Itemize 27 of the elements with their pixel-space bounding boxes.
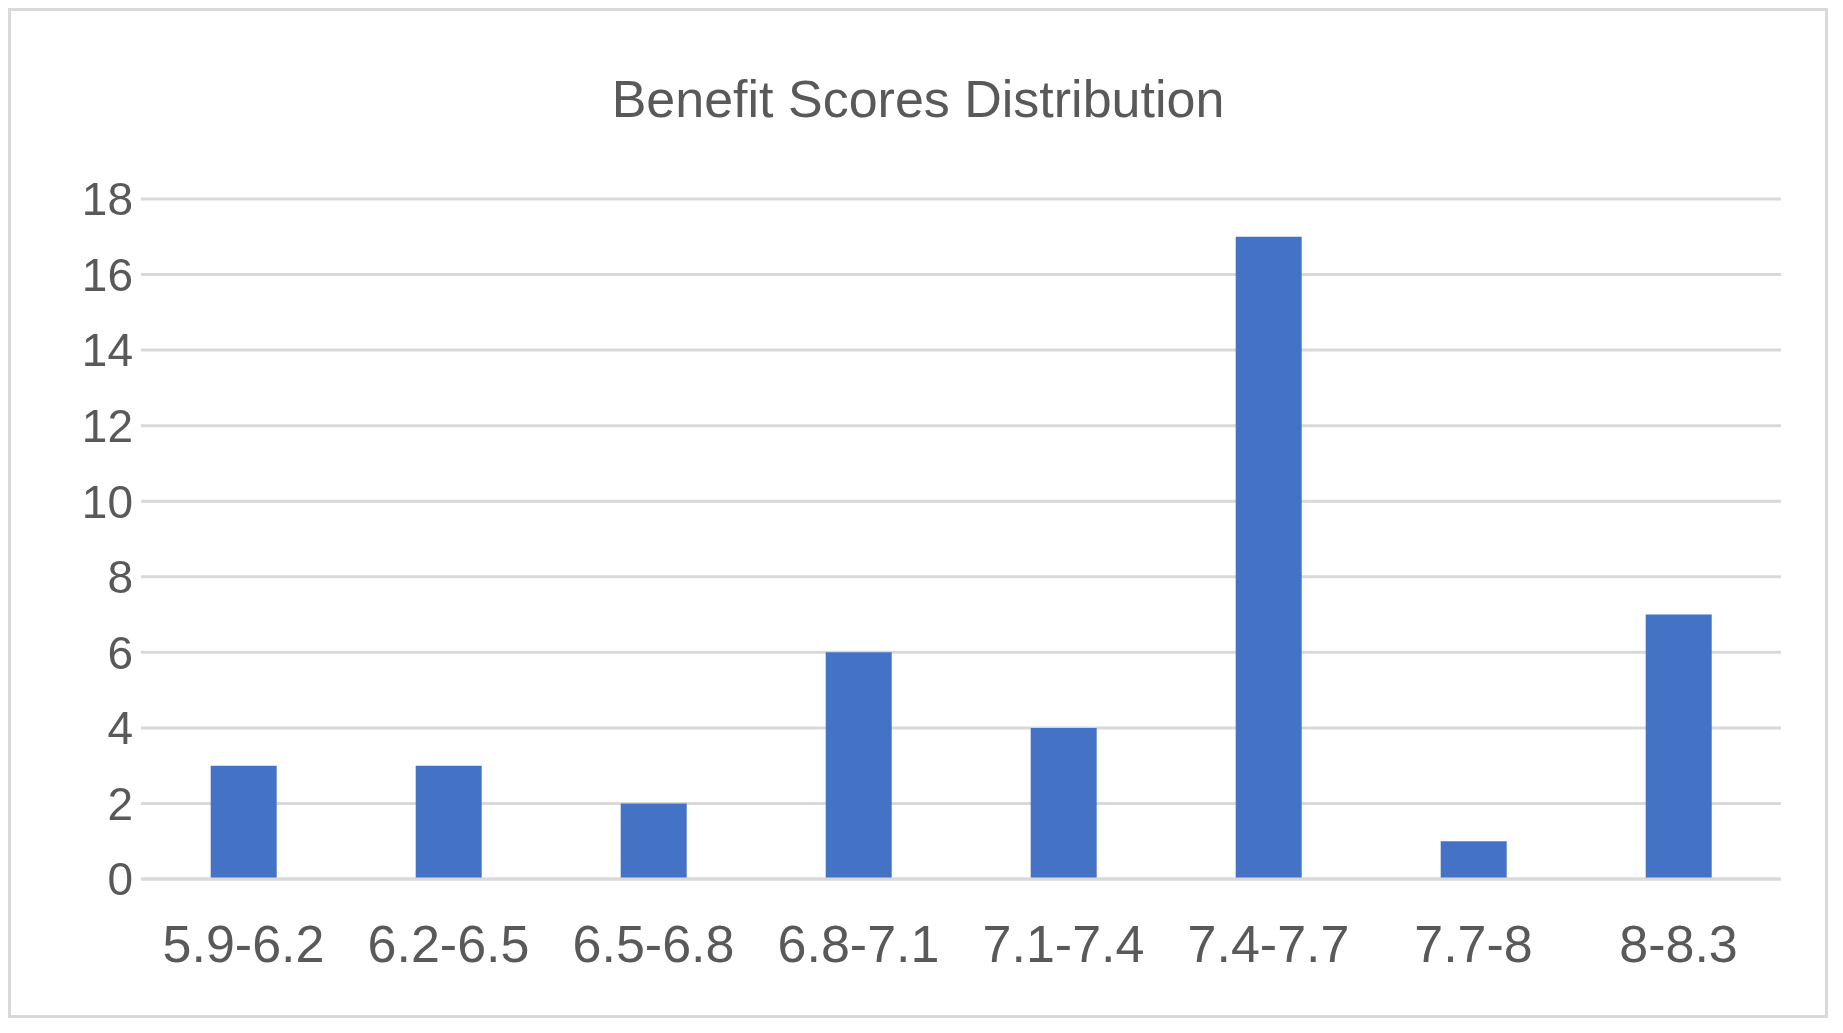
- y-tick-label: 0: [107, 853, 133, 906]
- bar: [1645, 614, 1712, 879]
- x-tick-label: 6.2-6.5: [367, 914, 530, 973]
- x-tick-label: 7.4-7.7: [1187, 914, 1350, 973]
- y-tick-label: 16: [81, 248, 133, 301]
- bar: [1440, 841, 1507, 879]
- y-tick-label: 2: [107, 777, 133, 830]
- bar: [620, 803, 687, 879]
- x-tick-label: 7.1-7.4: [982, 914, 1145, 973]
- x-tick-label: 6.8-7.1: [777, 914, 940, 973]
- y-tick-label: 4: [107, 702, 133, 755]
- bar: [210, 765, 277, 879]
- y-tick-label: 6: [107, 626, 133, 679]
- y-tick-label: 8: [107, 551, 133, 604]
- bar: [825, 652, 892, 879]
- y-tick-label: 18: [81, 173, 133, 226]
- bar: [1030, 727, 1097, 879]
- y-tick-label: 12: [81, 400, 133, 452]
- x-tick-label: 8-8.3: [1619, 914, 1738, 973]
- x-tick-label: 7.7-8: [1414, 914, 1533, 973]
- bar: [1235, 236, 1302, 879]
- y-tick-label: 14: [81, 324, 133, 377]
- x-tick-label: 5.9-6.2: [162, 914, 325, 973]
- chart-title: Benefit Scores Distribution: [610, 69, 1226, 130]
- bar: [415, 765, 482, 879]
- x-tick-label: 6.5-6.8: [572, 914, 735, 973]
- y-tick-label: 10: [81, 475, 133, 528]
